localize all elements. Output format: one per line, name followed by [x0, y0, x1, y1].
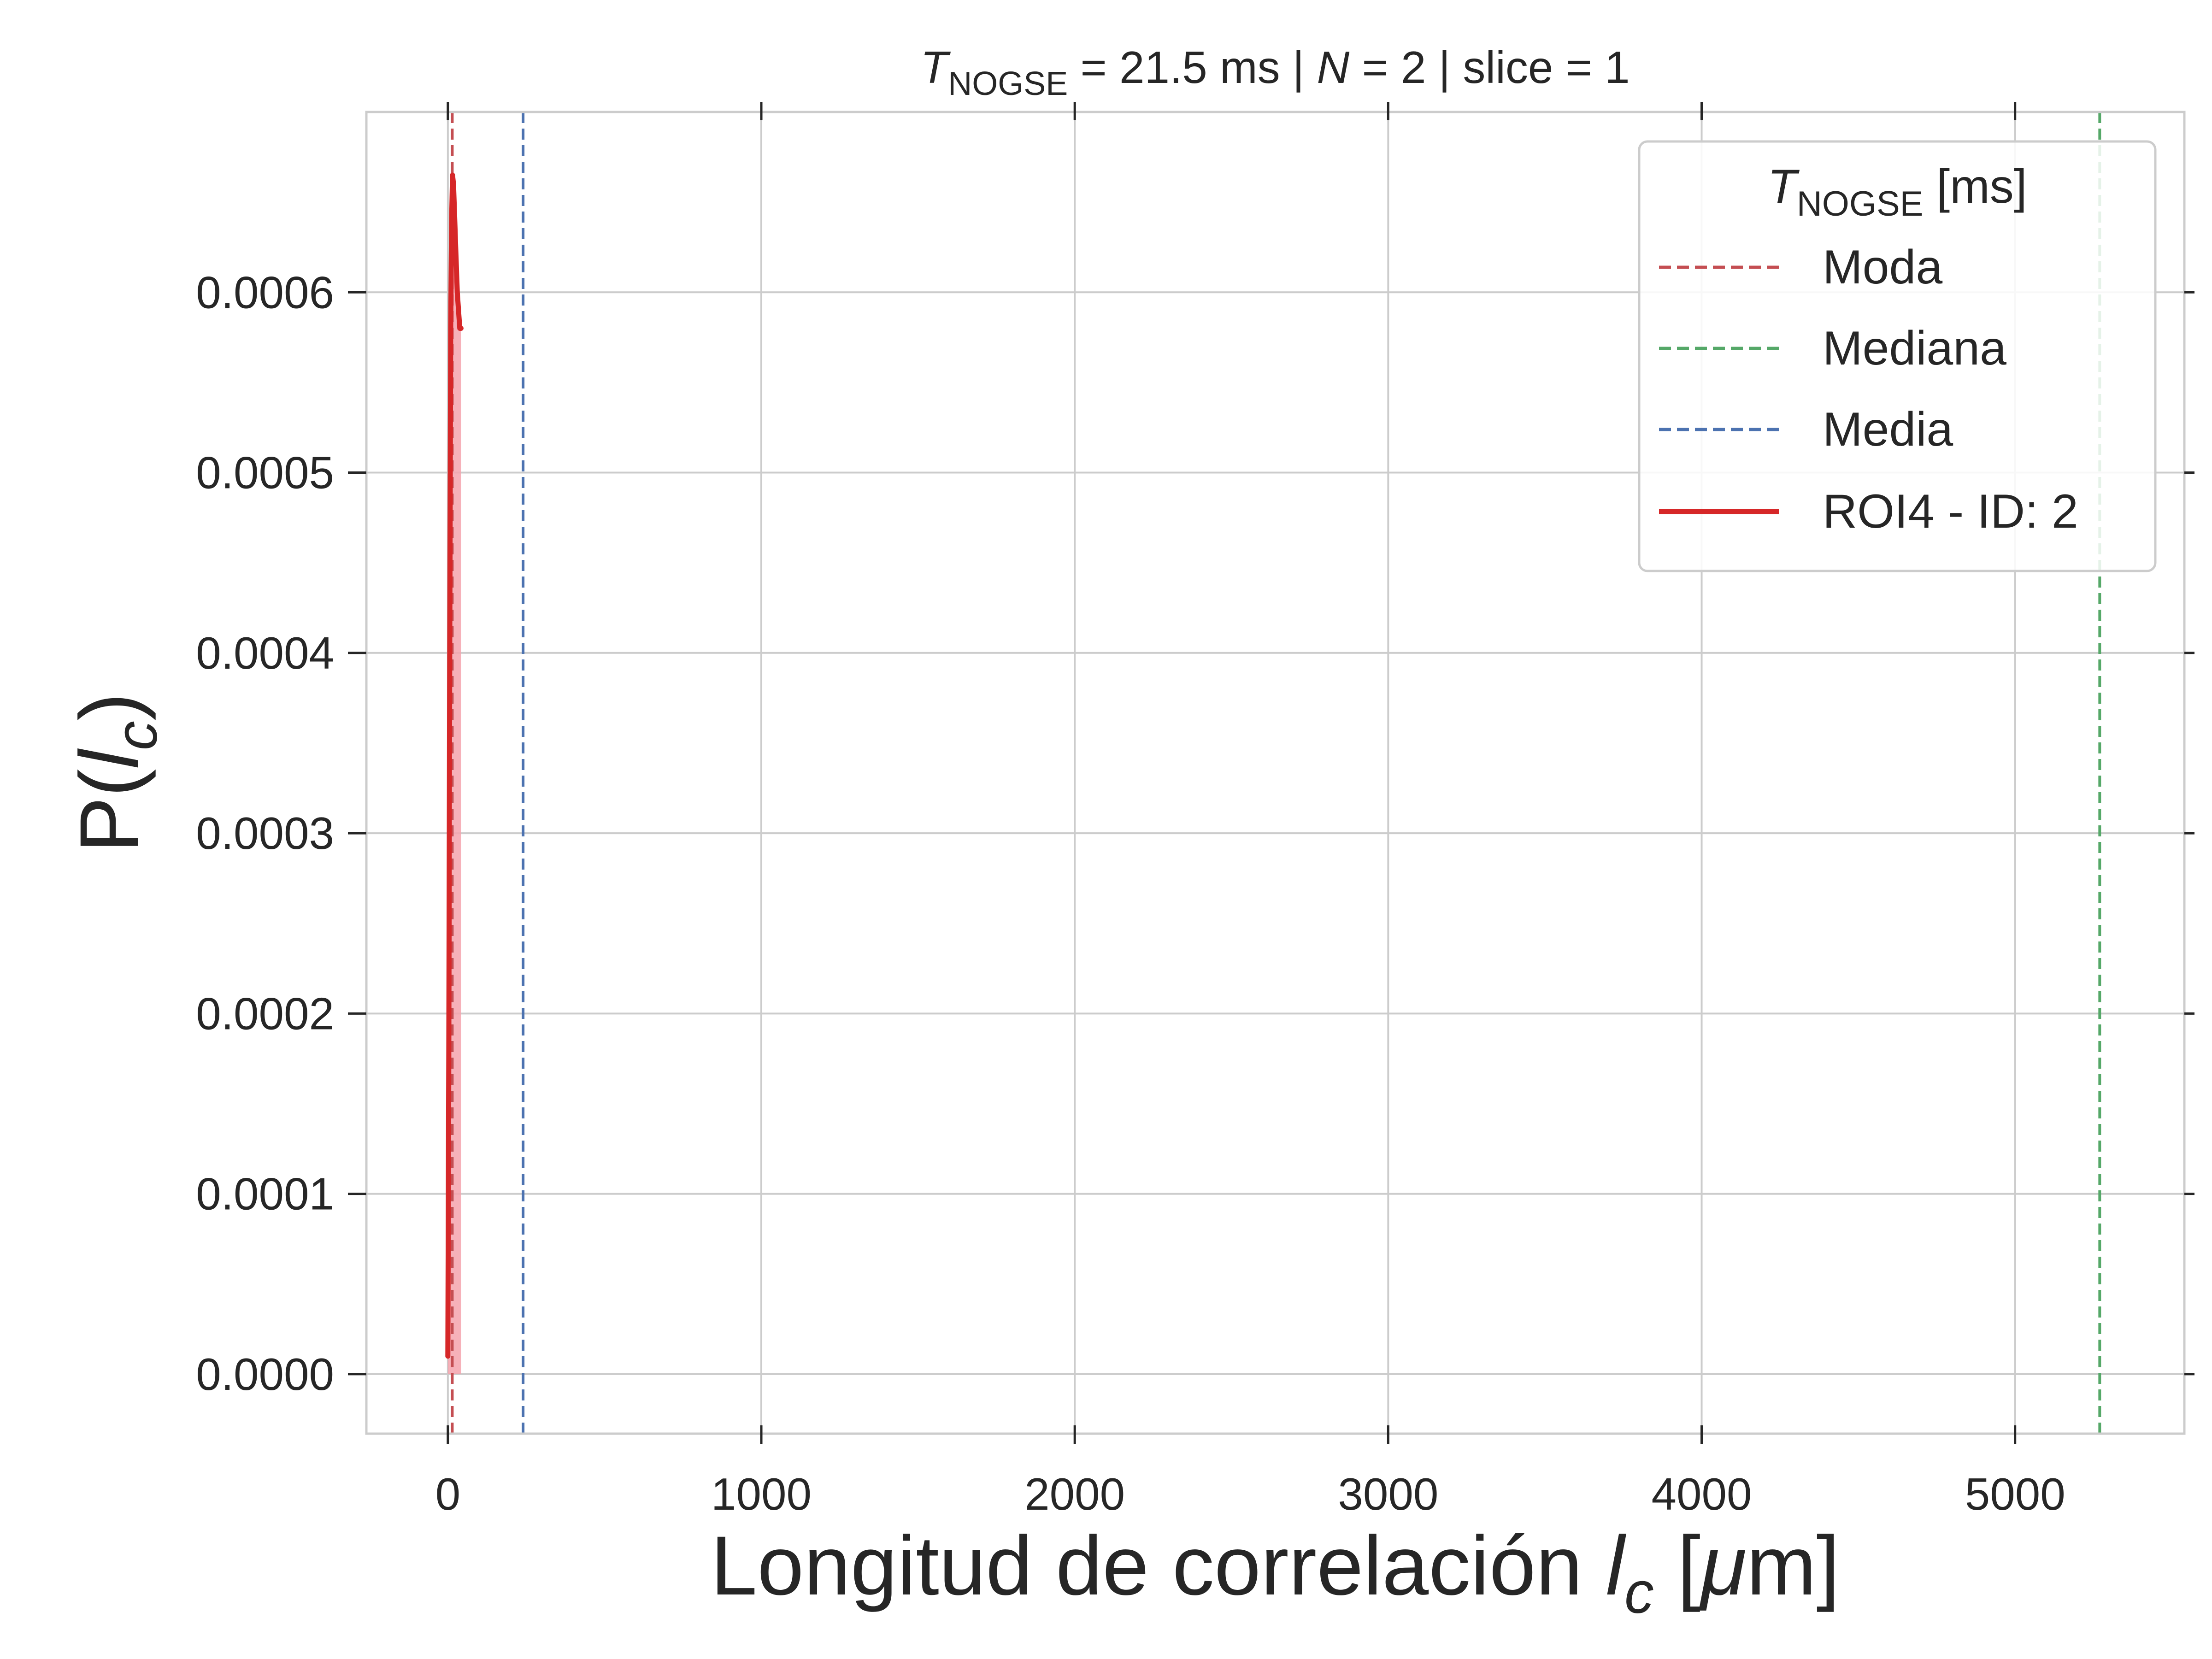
legend-title-subscript: NOGSE: [1797, 184, 1924, 224]
series-line-layer: [445, 172, 464, 1359]
x-tick-label: 2000: [1024, 1469, 1125, 1519]
y-axis-label-subscript: c: [104, 721, 170, 750]
legend-label-moda: Moda: [1823, 241, 1942, 294]
x-tick-label: 3000: [1338, 1469, 1438, 1519]
legend-label-mediana: Mediana: [1823, 322, 2006, 375]
legend-title-symbol: T: [1767, 160, 1800, 213]
legend-box: [1638, 140, 2157, 572]
y-axis-label: P(lc): [62, 693, 170, 853]
y-tick-label: 0.0001: [196, 1169, 334, 1219]
x-axis-label: Longitud de correlación lc [μm]: [711, 1518, 1840, 1626]
legend-label-media: Media: [1823, 403, 1953, 456]
title-n-rest: = 2 | slice = 1: [1349, 42, 1630, 93]
x-tick-labels: 0 1000 2000 3000 4000 5000: [435, 1469, 2065, 1519]
y-tick-label: 0.0004: [196, 628, 334, 678]
x-tick-label: 4000: [1652, 1469, 1752, 1519]
y-tick-labels: 0.0000 0.0001 0.0002 0.0003 0.0004 0.0005 0.00…: [196, 267, 334, 1400]
series-line: [445, 172, 464, 1359]
y-tick-label: 0.0000: [196, 1349, 334, 1400]
x-axis-label-prefix: Longitud de correlación: [711, 1518, 1606, 1612]
y-tick-label: 0.0006: [196, 267, 334, 318]
x-axis-label-unit-close: m]: [1747, 1518, 1840, 1612]
legend-label-roi4: ROI4 - ID: 2: [1823, 485, 2078, 538]
legend-title-rest: [ms]: [1923, 160, 2027, 213]
y-tick-label: 0.0002: [196, 988, 334, 1039]
chart-title: TNOGSE = 21.5 ms | N = 2 | slice = 1: [920, 42, 1630, 102]
y-axis-label-symbol: l: [62, 748, 156, 769]
legend: TNOGSE [ms] Moda Mediana Media ROI4 - ID…: [1638, 140, 2157, 572]
x-tick-label: 1000: [711, 1469, 812, 1519]
title-symbol: T: [920, 42, 951, 93]
x-axis-label-unit-open: [: [1654, 1518, 1700, 1612]
x-axis-label-subscript: c: [1624, 1560, 1654, 1626]
y-axis-label-prefix: P(: [62, 769, 156, 853]
y-tick-label: 0.0005: [196, 447, 334, 498]
title-subscript: NOGSE: [948, 65, 1068, 102]
ticks: [348, 102, 2194, 1444]
x-tick-label: 5000: [1965, 1469, 2065, 1519]
legend-title: TNOGSE [ms]: [1767, 160, 2027, 224]
title-n-symbol: N: [1317, 42, 1350, 93]
y-tick-label: 0.0003: [196, 808, 334, 859]
x-tick-label: 0: [435, 1469, 461, 1519]
x-axis-label-mu: μ: [1699, 1518, 1747, 1612]
x-axis-label-symbol: l: [1606, 1518, 1627, 1612]
title-rest: = 21.5 ms |: [1068, 42, 1317, 93]
plot-frame: [365, 111, 2186, 1435]
y-axis-label-suffix: ): [62, 693, 156, 721]
